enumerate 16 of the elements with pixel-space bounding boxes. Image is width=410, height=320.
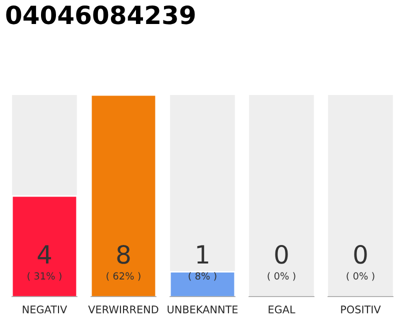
data-label: 1 (197, 245, 208, 264)
annotation: ( 31% ) (28, 272, 62, 281)
chart-title: 04046084239 (6, 5, 195, 24)
data-label: 4 (38, 245, 52, 264)
data-label: 0 (275, 244, 288, 264)
annotation: ( 62% ) (106, 272, 140, 281)
annotation: ( 0% ) (268, 272, 296, 281)
x-tick-label: VERWIRREND (88, 306, 158, 314)
data-label: 0 (354, 244, 367, 264)
x-tick-label: NEGATIV (22, 306, 68, 314)
annotation: ( 8% ) (188, 272, 216, 281)
x-tick-label: EGAL (268, 306, 296, 314)
x-tick-label: POSITIV (341, 306, 381, 314)
annotation: ( 0% ) (346, 272, 374, 281)
data-label: 8 (117, 244, 130, 264)
x-tick-label: UNBEKANNTE (168, 306, 238, 314)
